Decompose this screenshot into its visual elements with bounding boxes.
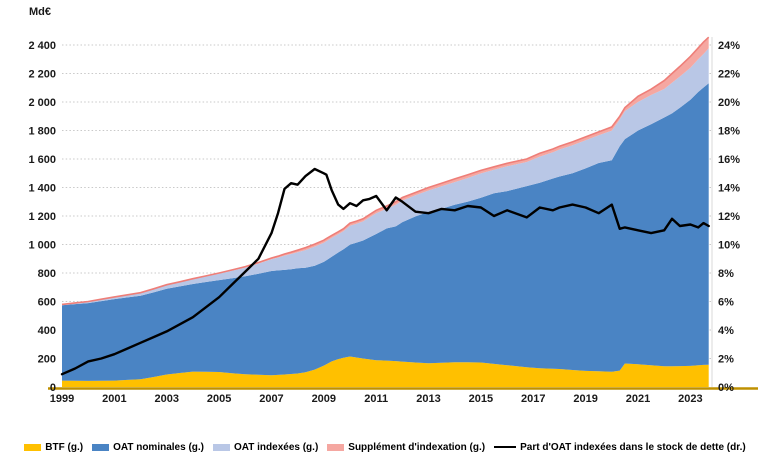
x-axis-tick: 2011 (364, 393, 388, 405)
right-axis-tick: 20% (718, 97, 740, 109)
x-axis-tick: 2003 (154, 393, 178, 405)
x-axis-tick: 1999 (50, 393, 74, 405)
legend-label: OAT nominales (g.) (113, 441, 204, 453)
right-axis-tick: 16% (718, 154, 740, 166)
legend-swatch (213, 443, 230, 451)
left-axis-tick: 2 200 (28, 69, 56, 81)
right-axis-tick: 0% (718, 382, 734, 394)
x-axis-tick: 2019 (573, 393, 597, 405)
left-axis-tick: 1 600 (28, 154, 56, 166)
chart-legend: BTF (g.) OAT nominales (g.) OAT indexées (… (0, 437, 770, 457)
right-axis-tick: 22% (718, 69, 740, 81)
left-axis-tick: 2 000 (28, 97, 56, 109)
right-axis-tick: 6% (718, 297, 734, 309)
legend-swatch (24, 443, 42, 451)
x-axis-tick: 2007 (259, 393, 283, 405)
x-axis-tick: 2021 (626, 393, 650, 405)
left-axis-tick: 1 200 (28, 211, 56, 223)
legend-item-part-d-oat-index-es-dans-le-stock-de-dette-dr: Part d'OAT indexées dans le stock de det… (494, 442, 746, 453)
legend-label: OAT indexées (g.) (234, 441, 319, 453)
right-axis-tick: 18% (718, 126, 740, 138)
left-axis-tick: 800 (38, 268, 56, 280)
legend-line-swatch (494, 446, 517, 448)
x-axis-tick: 2023 (678, 393, 702, 405)
right-axis-tick: 10% (718, 240, 740, 252)
right-axis-tick: 2% (718, 354, 734, 366)
left-axis-tick: 600 (38, 297, 56, 309)
legend-item-suppl-ment-d-indexation-g: Supplément d'indexation (g.) (327, 442, 485, 453)
area-btf-g (62, 356, 709, 387)
area-oat-nominales-g (62, 83, 709, 381)
left-axis-tick: 0 (50, 382, 56, 394)
left-axis-tick: 400 (38, 325, 56, 337)
area-top-edge-suppl-ment-d-indexation-g (61, 36, 710, 306)
legend-swatch (327, 443, 345, 451)
line-part-d-oat-index-es-dans-le-stock-de-dette-dr (60, 167, 710, 376)
debt-stacked-area-chart: 0 200 400 600 800 1 000 1 200 1 400 1 600 1 800 2 … (28, 36, 758, 405)
right-axis-tick: 14% (718, 183, 740, 195)
left-axis-unit-label: Md€ (29, 6, 51, 18)
legend-label: BTF (g.) (45, 441, 84, 453)
right-axis-tick: 8% (718, 268, 734, 280)
legend-swatch (92, 443, 110, 451)
x-axis-tick: 2017 (521, 393, 545, 405)
left-axis-tick: 200 (38, 354, 56, 366)
legend-item-btf-g: BTF (g.) (24, 442, 83, 453)
legend-item-oat-nominales-g: OAT nominales (g.) (92, 442, 204, 453)
left-axis-tick: 1 400 (28, 183, 56, 195)
legend-label: Supplément d'indexation (g.) (348, 441, 486, 453)
right-axis-tick: 24% (718, 40, 740, 52)
left-axis-tick: 2 400 (28, 40, 56, 52)
x-axis-tick: 2013 (416, 393, 440, 405)
x-axis-tick: 2005 (207, 393, 231, 405)
legend-label: Part d'OAT indexées dans le stock de det… (520, 441, 746, 453)
x-axis-tick: 2001 (102, 393, 126, 405)
x-axis-tick: 2015 (469, 393, 493, 405)
legend-item-oat-index-es-g: OAT indexées (g.) (213, 442, 318, 453)
left-axis-tick: 1 800 (28, 126, 56, 138)
x-axis-tick: 2009 (312, 393, 336, 405)
left-axis-tick: 1 000 (28, 240, 56, 252)
right-axis-tick: 12% (718, 211, 740, 223)
right-axis-tick: 4% (718, 325, 734, 337)
